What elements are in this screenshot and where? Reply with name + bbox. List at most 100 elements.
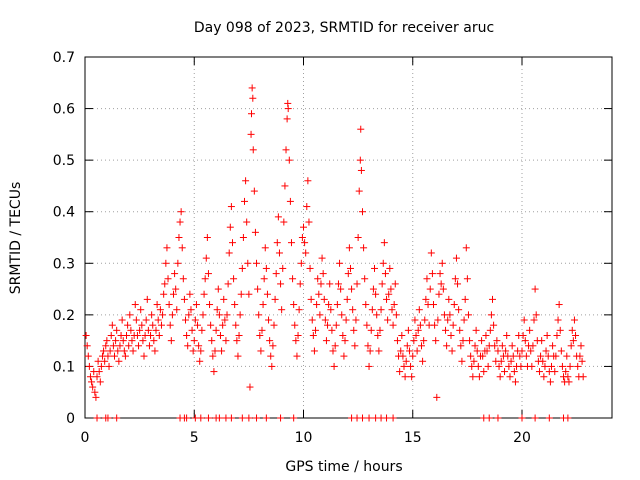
data-point (241, 197, 249, 205)
data-point (270, 321, 278, 329)
data-point (416, 321, 424, 329)
data-point (415, 306, 423, 314)
data-point (422, 295, 430, 303)
data-point (206, 301, 214, 309)
data-point (92, 393, 100, 401)
data-point (447, 331, 455, 339)
data-point (285, 156, 293, 164)
data-point (565, 378, 573, 386)
data-point (349, 306, 357, 314)
data-point (434, 316, 442, 324)
data-point (319, 270, 327, 278)
data-point (88, 378, 96, 386)
data-point (143, 295, 151, 303)
data-point (494, 347, 502, 355)
data-point (135, 342, 143, 350)
data-point (283, 115, 291, 123)
data-point (195, 342, 203, 350)
data-point (540, 373, 548, 381)
data-point (526, 326, 534, 334)
data-point (307, 295, 315, 303)
data-point (294, 331, 302, 339)
data-point (119, 337, 127, 345)
data-point (200, 290, 208, 298)
data-point (303, 203, 311, 211)
data-point (362, 301, 370, 309)
data-point (408, 373, 416, 381)
data-point (471, 342, 479, 350)
data-point (475, 373, 483, 381)
data-point (454, 280, 462, 288)
data-point (462, 244, 470, 252)
data-point (505, 362, 513, 370)
data-point (336, 259, 344, 267)
data-point (381, 270, 389, 278)
data-point (356, 156, 364, 164)
data-point (179, 275, 187, 283)
data-point (535, 368, 543, 376)
y-tick-label: 0.3 (53, 256, 75, 272)
data-point (403, 342, 411, 350)
data-point (450, 301, 458, 309)
data-point (461, 295, 469, 303)
data-point (160, 290, 168, 298)
data-point (397, 347, 405, 355)
data-point (127, 326, 135, 334)
data-point (279, 264, 287, 272)
data-point (371, 264, 379, 272)
data-point (178, 244, 186, 252)
data-point (221, 316, 229, 324)
data-point (363, 321, 371, 329)
data-point (520, 316, 528, 324)
data-point (380, 239, 388, 247)
data-point (361, 275, 369, 283)
data-point (149, 321, 157, 329)
data-point (539, 357, 547, 365)
data-point (136, 326, 144, 334)
data-point (392, 311, 400, 319)
data-point (329, 347, 337, 355)
data-point (332, 321, 340, 329)
data-point (165, 301, 173, 309)
data-point (166, 321, 174, 329)
data-point (126, 311, 134, 319)
data-point (432, 337, 440, 345)
x-axis-label: GPS time / hours (285, 459, 402, 475)
data-point (508, 342, 516, 350)
data-point (479, 352, 487, 360)
data-point (266, 337, 274, 345)
data-point (248, 84, 256, 92)
data-point (93, 414, 101, 422)
data-point (142, 316, 150, 324)
data-point (132, 316, 140, 324)
grid-lines (85, 57, 612, 418)
data-point (463, 275, 471, 283)
x-tick-label: 15 (404, 430, 422, 446)
data-point (116, 342, 124, 350)
data-point (452, 254, 460, 262)
data-point (133, 331, 141, 339)
data-point (445, 295, 453, 303)
data-point (222, 337, 230, 345)
data-point (321, 316, 329, 324)
data-point (150, 337, 158, 345)
data-point (365, 414, 373, 422)
data-point (420, 337, 428, 345)
data-point (405, 347, 413, 355)
data-point (487, 311, 495, 319)
data-point (182, 316, 190, 324)
data-point (113, 414, 121, 422)
data-point (139, 337, 147, 345)
data-point (433, 393, 441, 401)
data-point (164, 275, 172, 283)
data-point (470, 357, 478, 365)
data-point (83, 342, 91, 350)
data-point (400, 362, 408, 370)
data-point (224, 280, 232, 288)
data-point (469, 373, 477, 381)
data-point (546, 378, 554, 386)
data-point (320, 295, 328, 303)
data-point (376, 326, 384, 334)
